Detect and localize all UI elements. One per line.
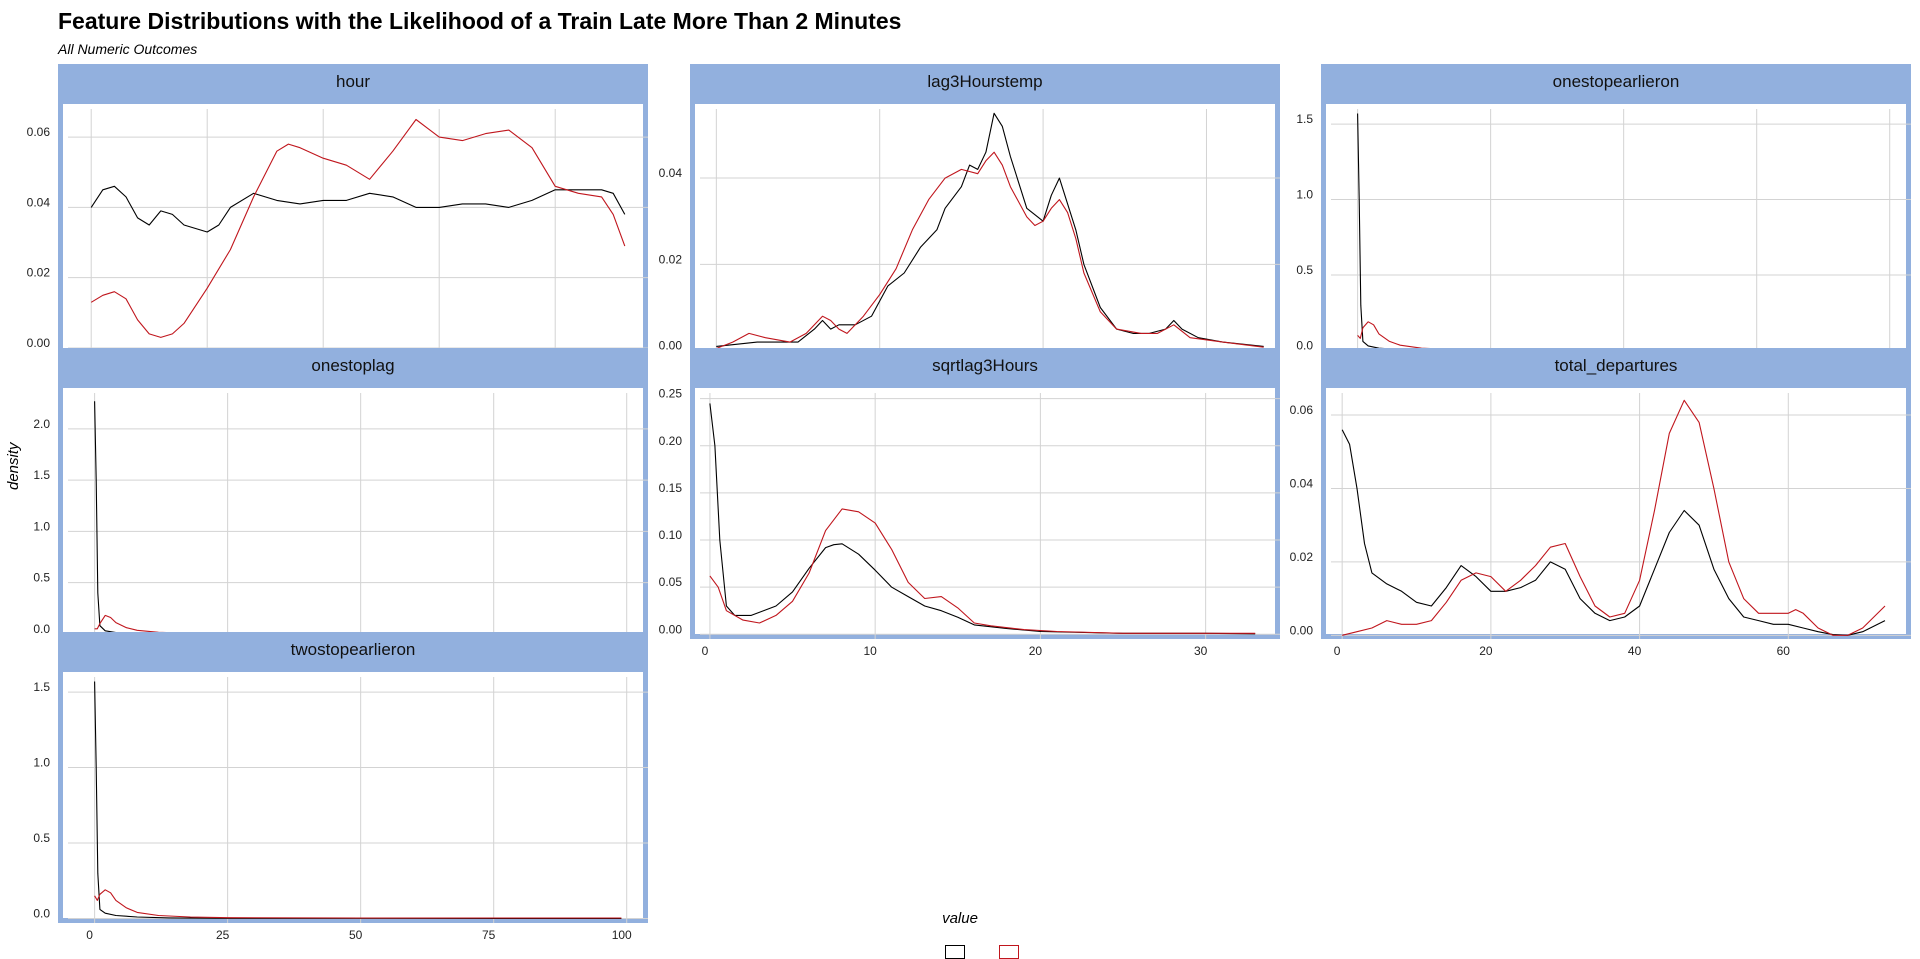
legend-key-red [999,945,1019,959]
facet-plot-svg [700,393,1280,639]
facet-strip-label: lag3Hourstemp [690,64,1280,99]
y-tick-label: 0.10 [659,528,683,542]
y-tick-label: 0.04 [27,195,51,209]
facet-plot-svg [68,109,648,355]
facet-panel-onestopearlieron: onestopearlieron02550751000.00.51.01.5 [1296,64,1911,374]
y-tick-label: 0.00 [1290,623,1314,637]
facet-plot-svg [68,677,648,923]
facet-panel-sqrtlag3hours: sqrtlag3Hours 0 10 20 30 0.00 0.05 0.10 0.15 0.20… [659,348,1280,658]
y-tick-label: 0.04 [1290,476,1314,490]
plot-area [690,99,1280,355]
tick-labels-layer: 0 10 20 30 0.00 0.05 0.10 0.15 0.20 0.25 [659,387,1208,658]
x-axis-label: value [942,910,978,927]
series-red-line [716,151,1264,350]
y-tick-label: 0.0 [33,906,50,920]
x-tick-label: 50 [349,928,363,942]
facet-strip-label: onestopearlieron [1321,64,1911,99]
y-tick-label: 0.25 [659,387,683,401]
y-tick-label: 0.00 [27,336,51,350]
y-tick-label: 0.05 [659,575,683,589]
y-tick-label: 0.20 [659,434,683,448]
chart-subtitle: All Numeric Outcomes [58,41,198,57]
facet-strip-label: hour [58,64,648,99]
facet-panel-onestoplag: onestoplag02550751000.00.51.01.52.0 [33,348,648,658]
legend [945,945,1025,959]
series-red-line [709,508,1256,634]
series-red-line [94,889,622,919]
y-tick-label: 0.02 [659,252,683,266]
x-tick-label: 0 [86,928,93,942]
facet-panel-hour: hour051015200.000.020.040.06 [27,64,648,374]
x-tick-label: 60 [1777,644,1791,658]
x-tick-label: 0 [1334,644,1341,658]
facet-strip-label: total_departures [1321,348,1911,383]
y-tick-label: 0.5 [33,831,50,845]
y-tick-label: 0.5 [33,571,50,585]
series-black-line [94,681,622,920]
y-tick-label: 1.0 [33,756,50,770]
y-tick-label: 0.0 [1296,338,1313,352]
x-tick-label: 25 [216,928,230,942]
facet-panel-lag3hourstemp: lag3Hourstemp02040600.000.020.04 [659,64,1280,374]
facet-plot-svg [1331,393,1911,639]
series-black-line [90,185,626,233]
series-red-line [1342,399,1886,636]
y-tick-label: 0.04 [659,166,683,180]
y-tick-label: 0.15 [659,481,683,495]
x-tick-label: 0 [702,644,709,658]
y-tick-label: 1.5 [33,468,50,482]
tick-labels-layer: 0 25 50 75 100 0.0 0.5 1.0 1.5 [33,680,632,942]
series-red-line [90,118,626,338]
y-tick-label: 1.5 [1296,112,1313,126]
y-tick-label: 2.0 [33,417,50,431]
y-tick-label: 1.0 [33,519,50,533]
x-tick-label: 20 [1029,644,1043,658]
facet-strip-label: onestoplag [58,348,648,383]
x-tick-label: 100 [612,928,632,942]
series-black-line [1341,429,1886,636]
x-tick-label: 20 [1479,644,1493,658]
x-tick-label: 40 [1628,644,1642,658]
facet-panel-total-departures: total_departures 0 20 40 60 0.00 0.02 0.04 0.06 [1290,348,1911,658]
facet-strip-label: twostopearlieron [58,632,648,667]
tick-labels-layer: 0 20 40 60 0.00 0.02 0.04 0.06 [1290,403,1791,658]
tick-labels-layer: 051015200.000.020.040.06 [27,125,558,374]
legend-key-black [945,945,965,959]
facet-panel-twostopearlieron: twostopearlieron 0 25 50 75 100 0.0 0.5 1.0 1.5 [33,632,648,942]
y-tick-label: 0.06 [27,125,51,139]
plot-area [1321,99,1911,355]
plot-area [58,667,648,923]
plot-area [690,383,1280,639]
y-tick-label: 0.5 [1296,263,1313,277]
y-tick-label: 1.0 [1296,188,1313,202]
plot-area [1321,383,1911,639]
y-tick-label: 0.00 [659,622,683,636]
y-tick-label: 0.00 [659,339,683,353]
y-tick-label: 0.02 [1290,550,1314,564]
y-axis-label: density [5,442,22,490]
chart-title: Feature Distributions with the Likelihoo… [58,8,902,34]
y-tick-label: 0.06 [1290,403,1314,417]
facet-strip-label: sqrtlag3Hours [690,348,1280,383]
y-tick-label: 0.0 [33,622,50,636]
x-tick-label: 75 [482,928,496,942]
x-tick-label: 10 [863,644,877,658]
x-tick-label: 30 [1194,644,1208,658]
y-tick-label: 1.5 [33,680,50,694]
y-tick-label: 0.02 [27,266,51,280]
